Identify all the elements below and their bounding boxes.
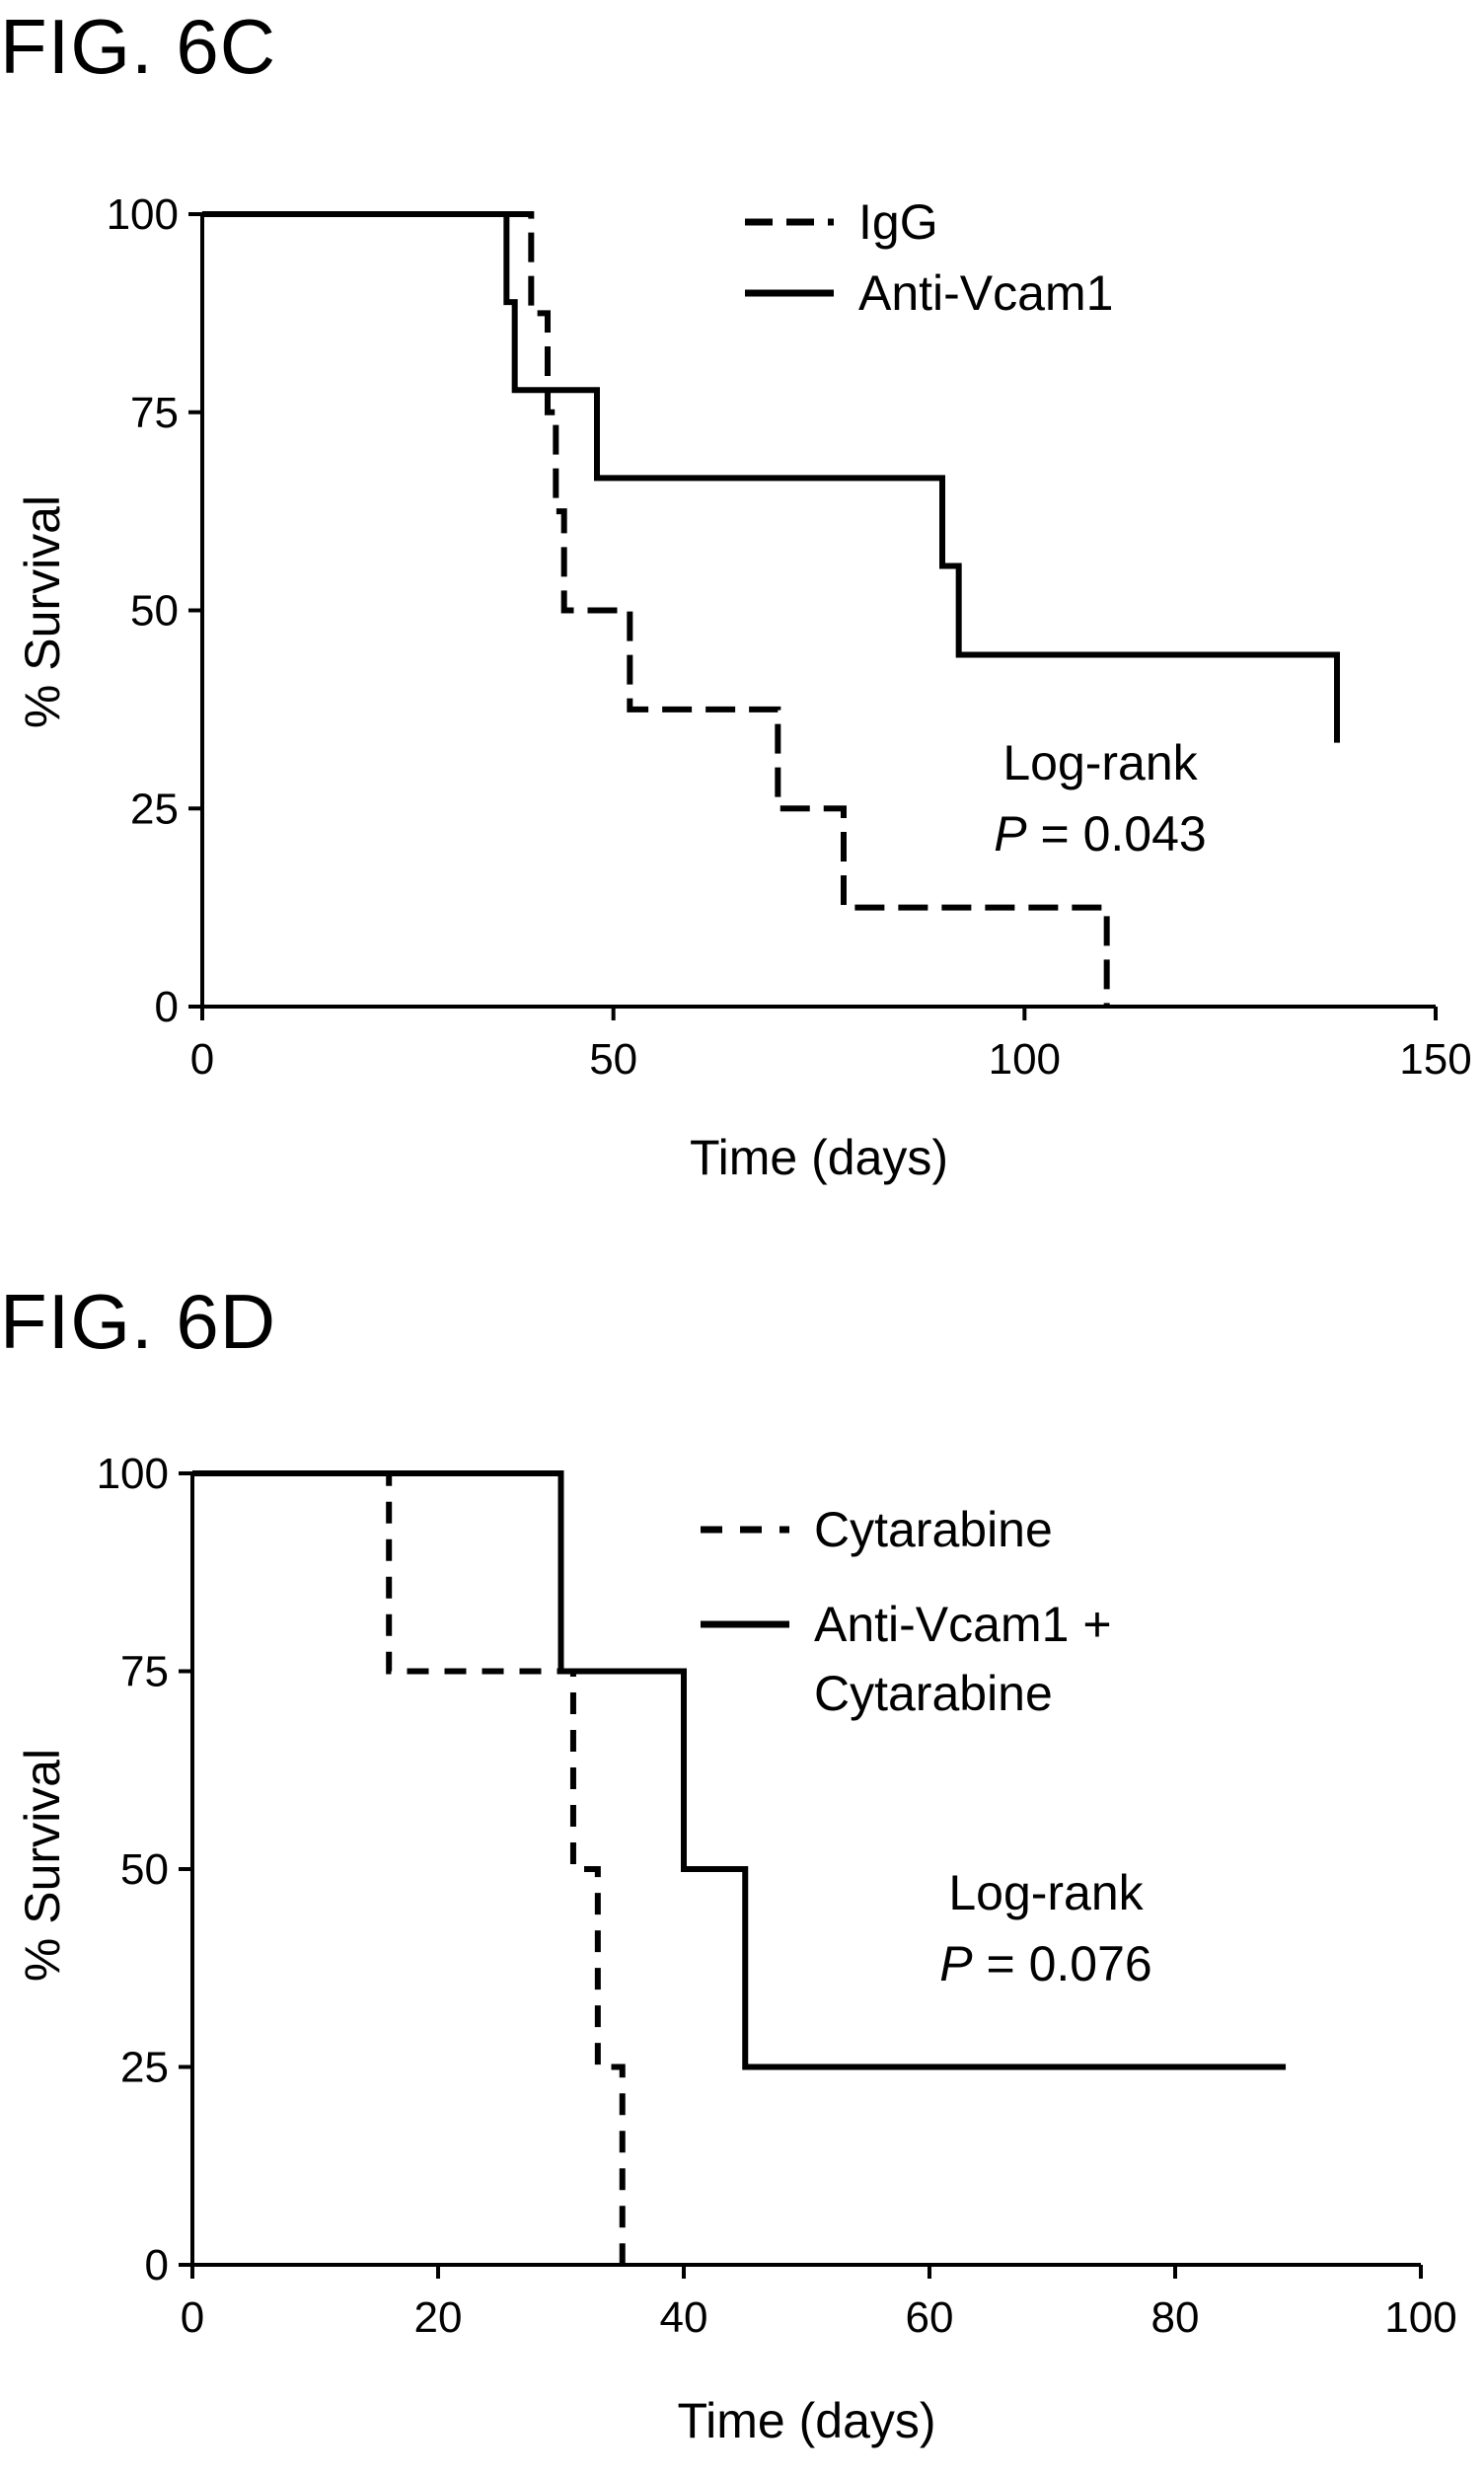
y-tick-label: 50	[120, 1845, 169, 1894]
y-tick-label: 75	[120, 1648, 169, 1696]
log-rank-label: Log-rank	[1002, 735, 1198, 790]
p-value: = 0.043	[1027, 806, 1207, 862]
x-axis-title: Time (days)	[677, 2393, 935, 2448]
series-line-treatment	[202, 211, 1340, 743]
legend-label: IgG	[858, 194, 938, 250]
p-value-label: P = 0.043	[994, 806, 1206, 862]
x-tick-label: 0	[181, 2293, 204, 2342]
y-tick-label: 75	[130, 389, 179, 437]
legend-label: Cytarabine	[814, 1666, 1053, 1721]
x-tick-label: 0	[190, 1035, 214, 1084]
y-tick-label: 100	[107, 190, 179, 239]
y-tick-label: 25	[120, 2044, 169, 2092]
x-tick-label: 60	[906, 2293, 954, 2342]
p-value: = 0.076	[973, 1936, 1152, 1991]
x-tick-label: 20	[414, 2293, 463, 2342]
x-tick-label: 100	[989, 1035, 1061, 1084]
y-tick-label: 0	[155, 983, 179, 1031]
x-axis-title: Time (days)	[690, 1130, 948, 1185]
series-line-treatment	[192, 1470, 1287, 2070]
y-axis-title: % Survival	[15, 1749, 70, 1982]
figure-6d-title: FIG. 6D	[0, 1278, 277, 1365]
x-tick-label: 50	[589, 1035, 637, 1084]
x-tick-label: 100	[1384, 2293, 1456, 2342]
y-tick-label: 0	[145, 2241, 169, 2289]
y-tick-label: 50	[130, 587, 179, 636]
p-symbol: P	[939, 1936, 973, 1991]
legend-label: Anti-Vcam1 +	[814, 1597, 1112, 1652]
y-tick-label: 100	[97, 1450, 169, 1498]
x-tick-label: 150	[1399, 1035, 1471, 1084]
legend-label: Anti-Vcam1	[858, 265, 1113, 321]
p-symbol: P	[994, 806, 1027, 862]
y-tick-label: 25	[130, 785, 179, 833]
series-line-control	[202, 211, 1110, 1007]
p-value-label: P = 0.076	[939, 1936, 1151, 1991]
survival-chart-6c: 0 50 100 150 0 25 50 75 100 Time (days) % Survival…	[15, 190, 1472, 1185]
y-axis-title: % Survival	[15, 495, 70, 728]
x-tick-label: 40	[660, 2293, 708, 2342]
log-rank-label: Log-rank	[948, 1865, 1144, 1920]
legend-label: Cytarabine	[814, 1502, 1053, 1557]
x-tick-label: 80	[1151, 2293, 1200, 2342]
figure-6c-title: FIG. 6C	[0, 3, 277, 90]
survival-chart-6d: 0 20 40 60 80 100 0 25 50 75 100 Time (days) % Survi…	[15, 1450, 1457, 2448]
series-line-control	[192, 1470, 626, 2265]
